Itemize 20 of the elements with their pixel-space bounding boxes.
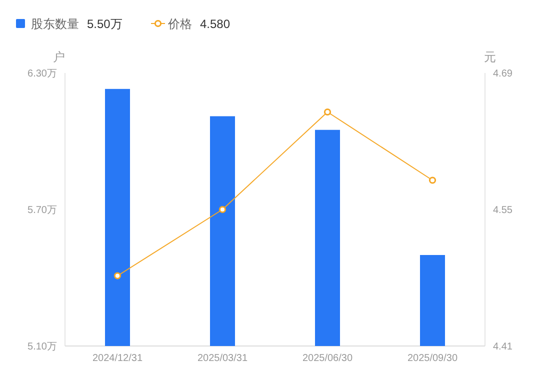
- point: [218, 206, 226, 214]
- y2-tick-label: 4.55: [493, 205, 513, 216]
- text: 4.580: [200, 17, 230, 31]
- point: [324, 108, 332, 116]
- x-tick-label: 2025/03/31: [197, 353, 248, 364]
- x-tick-label: 2024/12/31: [92, 353, 143, 364]
- x-tick-label: 2025/09/30: [407, 353, 458, 364]
- legend-label: 价格: [167, 17, 192, 31]
- y2-tick-label: 4.69: [493, 68, 513, 80]
- x-tick-label: 2025/06/30: [302, 353, 353, 364]
- y2-tick-label: 4.41: [493, 342, 513, 352]
- y2-axis-title: 元: [484, 50, 496, 64]
- y-tick-label: 6.30万: [28, 68, 57, 80]
- text: 5.50万: [87, 17, 122, 31]
- y-tick-label: 5.70万: [28, 205, 57, 216]
- point: [114, 272, 122, 280]
- legend-label: 股东数量: [31, 17, 79, 31]
- y-tick-label: 5.10万: [28, 342, 57, 352]
- point: [428, 176, 436, 184]
- y-axis-title: 户: [53, 50, 65, 64]
